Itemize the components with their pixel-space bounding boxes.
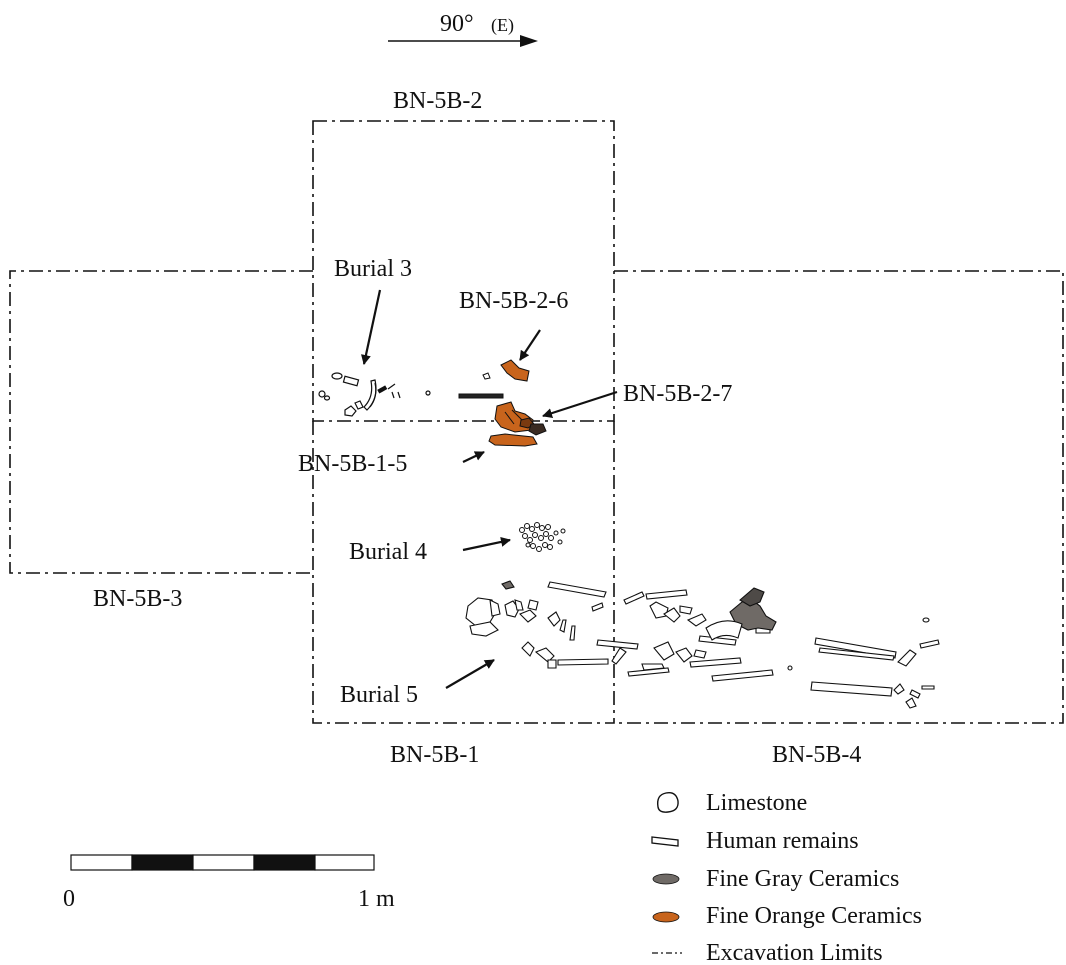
unit-outline-bn-5b-1 (312, 421, 615, 724)
callout-bn-5b-1-5: BN-5B-1-5 (298, 451, 407, 477)
unit-label-bn-5b-3: BN-5B-3 (93, 586, 182, 612)
legend-label-excavation-limits: Excavation Limits (706, 940, 883, 965)
callout-burial-4: Burial 4 (349, 539, 427, 565)
orientation-indicator: 90° (E) (388, 11, 538, 47)
orientation-arrowhead (520, 35, 538, 47)
arrow-bn-5b-2-6 (519, 329, 541, 361)
arrow-burial-5 (445, 659, 495, 689)
unit-label-bn-5b-4: BN-5B-4 (772, 742, 861, 768)
gray-ceramic-vessel (705, 587, 777, 641)
ceramic-bn-5b-2-7 (494, 401, 547, 436)
ceramic-bn-5b-1-5 (488, 433, 538, 447)
arrow-burial-4 (462, 536, 511, 552)
orientation-degrees: 90° (440, 11, 474, 37)
arrow-burial-3 (361, 289, 382, 365)
limestone-icon (656, 791, 679, 813)
scale-end-label: 1 m (358, 886, 395, 912)
legend: Limestone Human remains Fine Gray Cerami… (651, 790, 922, 965)
burial-5-remains (465, 580, 940, 709)
legend-label-limestone: Limestone (706, 790, 807, 816)
legend-label-gray-ceramics: Fine Gray Ceramics (706, 866, 899, 892)
excavation-limits (9, 120, 1064, 724)
arrow-bn-5b-2-7 (542, 390, 618, 418)
callout-burial-5: Burial 5 (340, 682, 418, 708)
callout-bn-5b-2-6: BN-5B-2-6 (459, 288, 568, 314)
gray-ceramic-icon (652, 873, 680, 885)
scale-bar (70, 854, 375, 871)
callout-arrows (361, 289, 618, 689)
scale-start-label: 0 (63, 886, 75, 912)
arrow-bn-5b-1-5 (462, 451, 485, 463)
burial-3-remains (318, 372, 431, 417)
orientation-direction: (E) (491, 15, 514, 36)
legend-label-orange-ceramics: Fine Orange Ceramics (706, 903, 922, 929)
unit-outline-bn-5b-3 (9, 270, 313, 574)
burial-4-remains (519, 522, 566, 552)
callout-burial-3: Burial 3 (334, 256, 412, 282)
unit-outline-bn-5b-4 (614, 270, 1064, 724)
unit-label-bn-5b-2: BN-5B-2 (393, 88, 482, 114)
legend-label-human-remains: Human remains (706, 828, 859, 854)
ceramic-bn-5b-2-6 (458, 359, 530, 399)
human-remains-icon (651, 836, 679, 847)
unit-label-bn-5b-1: BN-5B-1 (390, 742, 479, 768)
callout-bn-5b-2-7: BN-5B-2-7 (623, 381, 732, 407)
orange-ceramic-icon (652, 911, 680, 923)
